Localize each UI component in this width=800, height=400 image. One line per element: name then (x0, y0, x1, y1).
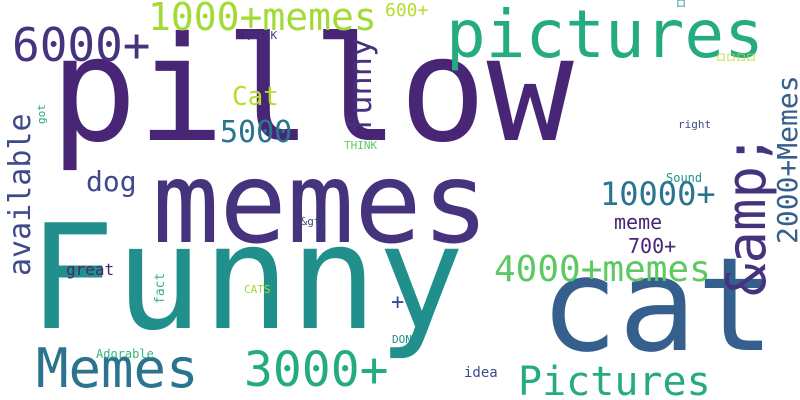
word-great: great (66, 260, 115, 279)
word-memes-small: Memes (36, 337, 199, 400)
word-6000-plus: 6000+ (12, 18, 151, 72)
word-symbol-row: ロロロロ (716, 53, 756, 64)
word-symbol-small: ロ (676, 0, 686, 10)
word-funny-large: Funny (28, 194, 465, 363)
word-pictures-bottom: Pictures (518, 359, 711, 400)
word-2000-plus-memes: 2000+Memes (771, 75, 800, 244)
word-memes-large: memes (152, 139, 490, 269)
word-right: right (678, 118, 712, 131)
word-idea: idea (464, 365, 498, 381)
word-got: got (35, 104, 48, 124)
word-adorable: Adorable (96, 347, 154, 361)
word-sound: Sound (666, 171, 703, 185)
word-1000-plus-memes: 1000+memes (148, 0, 377, 39)
word-think: THINK (344, 139, 378, 152)
word-4000-plus-memes: 4000+memes (494, 249, 711, 290)
word-pictures-top: pictures (446, 0, 764, 73)
word-10000-plus: 10000+ (600, 175, 716, 213)
word-5000: 5000 (220, 115, 293, 150)
word-cat-small: Cat (232, 82, 279, 112)
word-funny-small: funny (341, 37, 379, 134)
word-dog: dog (86, 165, 137, 198)
word-dont: DONT (392, 333, 419, 346)
word-600-plus: 600+ (385, 0, 429, 21)
word-700-plus: 700+ (628, 234, 677, 258)
word-meme: meme (614, 210, 663, 234)
word-available: available (3, 113, 38, 276)
word-fact: fact (153, 272, 168, 304)
word-plus: + (391, 290, 405, 315)
word-cat-large: cat (540, 229, 775, 381)
word-amp: &amp; (715, 133, 778, 296)
word-cats: CATS (244, 283, 271, 296)
word-3000-plus: 3000+ (244, 342, 389, 398)
word-quick: QUICK (244, 29, 278, 42)
word-pillow: pillow (50, 6, 574, 175)
word-gt: :&gt; (294, 215, 328, 228)
